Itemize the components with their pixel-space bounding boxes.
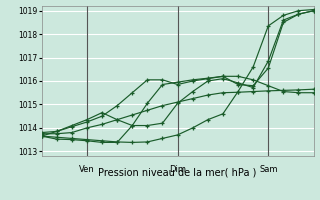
Text: Ven: Ven [79,165,95,174]
Text: Sam: Sam [259,165,277,174]
Text: Dim: Dim [169,165,186,174]
X-axis label: Pression niveau de la mer( hPa ): Pression niveau de la mer( hPa ) [99,167,257,177]
